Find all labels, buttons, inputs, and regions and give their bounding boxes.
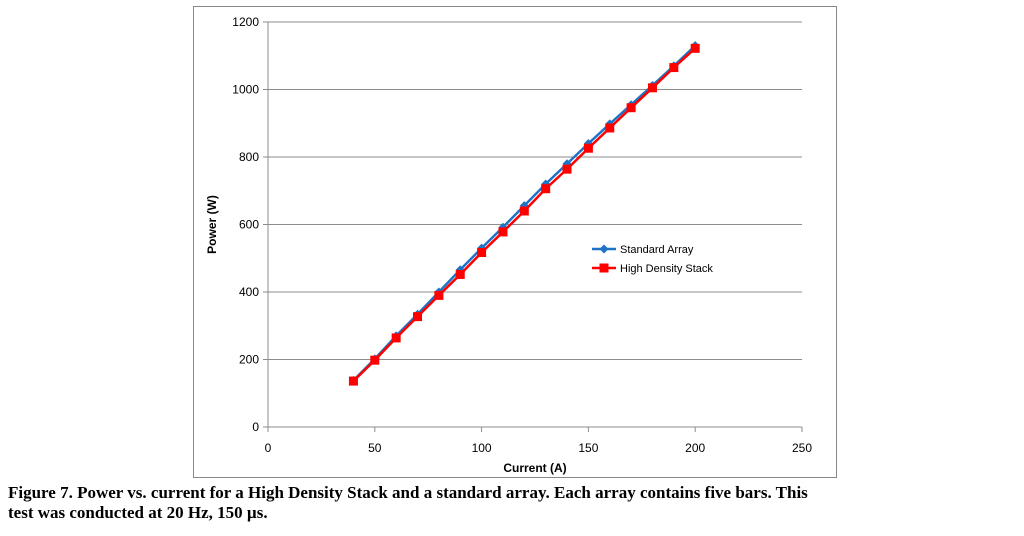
- y-tick-label-400: 400: [239, 285, 259, 299]
- caption-line-1: Figure 7. Power vs. current for a High D…: [8, 483, 808, 502]
- y-tick-label-200: 200: [239, 353, 259, 367]
- data-point-high-density-stack: [519, 206, 529, 216]
- x-axis-title: Current (A): [503, 461, 566, 475]
- x-tick-label-150: 150: [578, 441, 598, 455]
- y-tick-label-1000: 1000: [232, 83, 259, 97]
- axes: [263, 21, 803, 432]
- x-tick-label-0: 0: [265, 441, 272, 455]
- data-series: [348, 41, 700, 386]
- legend-item-standard-array: Standard Array: [592, 244, 694, 256]
- data-point-high-density-stack: [498, 227, 508, 237]
- data-point-high-density-stack: [605, 123, 615, 133]
- y-tick-label-800: 800: [239, 150, 259, 164]
- data-point-high-density-stack: [391, 333, 401, 343]
- legend: Standard Array High Density Stack: [592, 244, 713, 275]
- data-point-high-density-stack: [562, 164, 572, 174]
- y-axis-title: Power (W): [205, 195, 219, 254]
- data-point-high-density-stack: [477, 248, 487, 258]
- x-tick-label-100: 100: [472, 441, 492, 455]
- grid-lines: [268, 21, 802, 360]
- x-tick-label-200: 200: [685, 441, 705, 455]
- data-point-high-density-stack: [434, 290, 444, 300]
- chart-frame: 0 200 400 600 800 1000 1200 0 50 100 150 200 250 Cur…: [193, 6, 837, 478]
- tick-labels: 0 200 400 600 800 1000 1200 0 50 100 150 200 250: [232, 15, 812, 455]
- data-point-high-density-stack: [626, 103, 636, 113]
- data-point-high-density-stack: [455, 269, 465, 279]
- legend-label-standard-array: Standard Array: [620, 244, 694, 256]
- y-tick-label-600: 600: [239, 218, 259, 232]
- data-point-high-density-stack: [647, 83, 657, 93]
- x-tick-label-250: 250: [792, 441, 812, 455]
- power-vs-current-chart: 0 200 400 600 800 1000 1200 0 50 100 150 200 250 Cur…: [205, 15, 812, 475]
- data-point-high-density-stack: [348, 376, 358, 386]
- legend-label-high-density-stack: High Density Stack: [620, 263, 713, 275]
- caption-line-2: test was conducted at 20 Hz, 150 µs.: [8, 503, 268, 522]
- legend-marker-diamond-icon: [599, 244, 609, 254]
- x-tick-label-50: 50: [368, 441, 382, 455]
- figure-caption: Figure 7. Power vs. current for a High D…: [8, 483, 1018, 523]
- y-tick-label-1200: 1200: [232, 15, 259, 29]
- data-point-high-density-stack: [690, 43, 700, 53]
- data-point-high-density-stack: [669, 63, 679, 73]
- data-point-high-density-stack: [541, 184, 551, 194]
- data-point-high-density-stack: [370, 355, 380, 365]
- data-point-high-density-stack: [583, 143, 593, 153]
- legend-item-high-density-stack: High Density Stack: [592, 263, 713, 275]
- data-point-high-density-stack: [413, 312, 423, 322]
- legend-marker-square-icon: [599, 263, 609, 273]
- y-tick-label-0: 0: [252, 420, 259, 434]
